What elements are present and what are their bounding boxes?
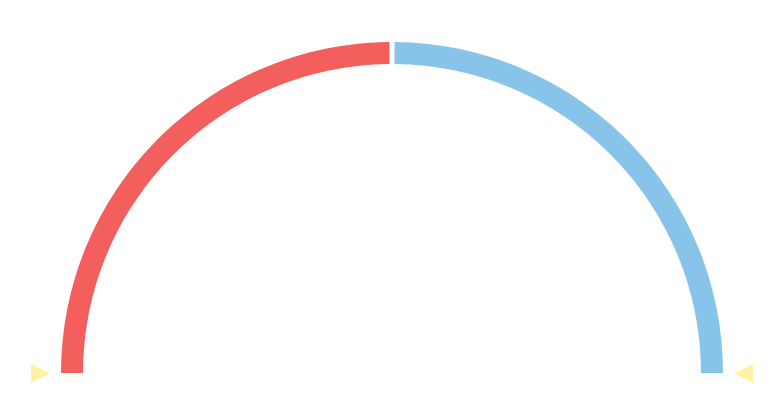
start-marker-icon xyxy=(31,364,50,383)
end-marker-icon xyxy=(734,364,753,383)
pie-slice-2[interactable] xyxy=(394,42,723,374)
pie-slice-1[interactable] xyxy=(61,42,390,374)
